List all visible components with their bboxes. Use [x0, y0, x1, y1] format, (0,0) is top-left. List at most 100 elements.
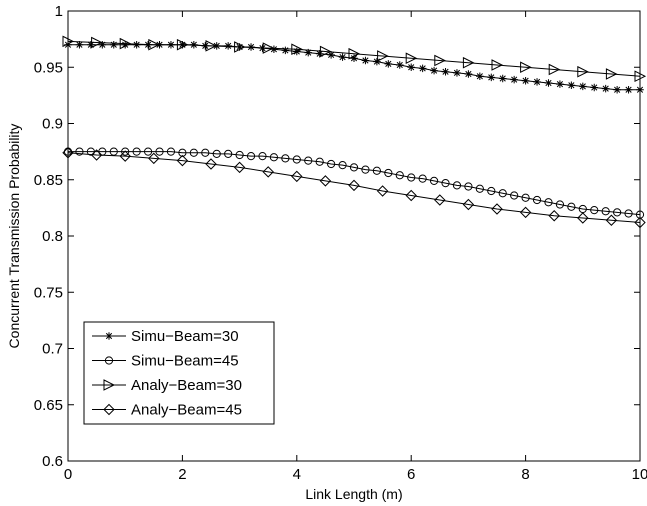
x-tick-label: 4: [293, 466, 301, 483]
data-point: [178, 148, 187, 157]
data-point: [519, 206, 532, 219]
data-point: [429, 176, 439, 185]
data-point: [376, 185, 389, 197]
data-point: [601, 207, 610, 216]
data-point: [348, 47, 361, 60]
data-point: [148, 38, 160, 51]
data-point: [395, 171, 404, 180]
data-point: [132, 147, 141, 156]
legend-item: Analy−Beam=30: [92, 377, 242, 394]
data-point: [384, 168, 393, 178]
data-point: [624, 85, 633, 94]
data-point: [327, 159, 336, 169]
data-point: [405, 189, 417, 202]
tick-layer: 0 2 4 6 8 10 0.6 0.65 0.7 0.75 0.8 0.85 0.9 0.95 1: [34, 3, 647, 483]
data-point: [452, 181, 462, 190]
data-point: [315, 157, 324, 166]
data-point: [315, 49, 324, 58]
data-point: [350, 54, 358, 63]
data-point: [476, 72, 484, 81]
data-point: [613, 85, 621, 94]
data-point: [75, 147, 84, 156]
data-point: [205, 40, 218, 52]
data-point: [434, 54, 446, 67]
y-tick-label: 0.85: [34, 172, 63, 189]
x-tick-label: 8: [521, 466, 529, 483]
data-point: [235, 150, 244, 160]
x-tick-label: 10: [632, 466, 647, 483]
data-point: [567, 202, 576, 211]
x-tick-label: 6: [407, 466, 415, 483]
data-point: [262, 42, 275, 54]
data-point: [327, 51, 335, 59]
data-point: [119, 37, 132, 50]
data-point: [246, 152, 256, 161]
x-axis-label: Link Length (m): [305, 486, 402, 502]
data-point: [155, 147, 164, 156]
data-point: [405, 52, 418, 65]
data-point: [533, 78, 541, 86]
data-point: [270, 45, 278, 54]
y-tick-label: 0.6: [42, 453, 63, 470]
data-point: [462, 56, 475, 69]
legend-marker: [103, 403, 115, 416]
data-point: [349, 163, 359, 172]
x-tick-label: 2: [178, 466, 186, 483]
data-point: [372, 166, 381, 175]
y-tick-label: 0.65: [34, 397, 63, 414]
data-point: [510, 191, 519, 200]
data-point: [453, 69, 461, 77]
data-point: [121, 40, 129, 49]
data-point: [121, 147, 130, 156]
data-point: [475, 184, 484, 193]
y-tick-label: 0.75: [34, 284, 63, 301]
x-tick-label: 0: [64, 466, 72, 483]
legend: Simu−Beam=30 Simu−Beam=45 Analy−Beam=30 Ana…: [83, 321, 275, 425]
data-point: [418, 174, 427, 183]
legend-item: Simu−Beam=30: [92, 328, 239, 345]
data-point: [132, 40, 141, 49]
data-point: [532, 195, 542, 205]
data-point: [418, 64, 427, 73]
data-point: [148, 152, 160, 165]
data-point: [577, 212, 589, 224]
data-point: [212, 149, 221, 158]
data-point: [119, 150, 131, 162]
data-point: [234, 41, 246, 53]
data-point: [407, 173, 416, 182]
series-line: [67, 40, 641, 77]
data-point: [281, 46, 290, 55]
data-point: [319, 175, 332, 187]
data-point: [201, 148, 210, 157]
data-point: [361, 56, 370, 65]
data-point: [441, 67, 450, 76]
data-point: [510, 75, 518, 84]
data-point: [281, 154, 290, 163]
data-point: [567, 81, 576, 90]
data-point: [605, 214, 618, 226]
data-point: [579, 82, 587, 91]
data-point: [319, 45, 332, 58]
y-axis-label: Concurrent Transmission Probability: [6, 124, 22, 349]
data-point: [291, 170, 303, 183]
data-point: [491, 203, 503, 215]
y-tick-label: 0.8: [42, 228, 63, 245]
legend-label: Simu−Beam=30: [131, 328, 239, 345]
data-point: [338, 53, 347, 61]
legend-marker: [103, 379, 116, 391]
data-point: [75, 40, 84, 49]
data-point: [304, 48, 313, 57]
data-point: [487, 186, 496, 196]
data-point: [605, 68, 618, 80]
data-point: [462, 198, 475, 211]
data-point: [269, 153, 279, 162]
data-point: [90, 149, 103, 161]
legend-label: Analy−Beam=45: [131, 402, 242, 419]
data-point: [395, 61, 404, 69]
data-point: [520, 61, 532, 74]
data-point: [498, 74, 507, 83]
y-tick-label: 0.7: [42, 341, 63, 358]
data-point: [91, 36, 103, 49]
data-point: [348, 179, 360, 192]
data-point: [87, 40, 95, 49]
